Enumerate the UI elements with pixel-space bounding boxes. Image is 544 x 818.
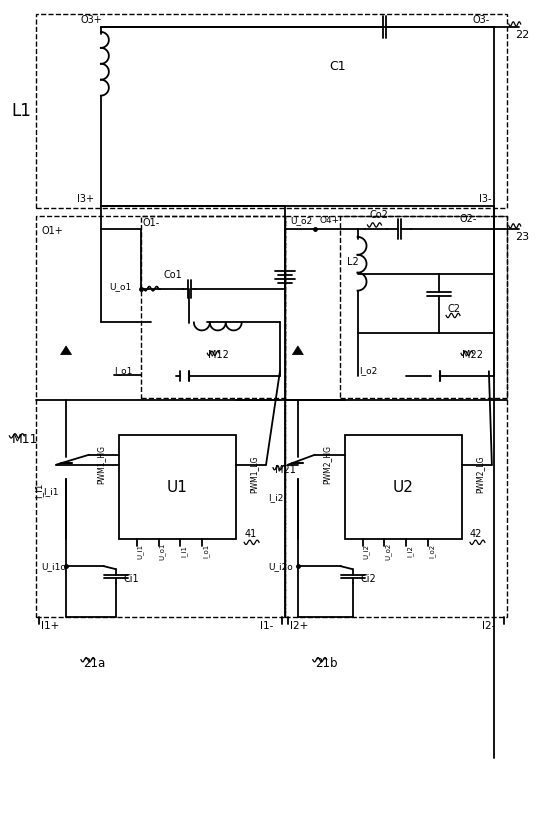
Text: U2: U2 xyxy=(393,479,414,495)
Text: U_o1: U_o1 xyxy=(159,542,165,560)
Text: I1+: I1+ xyxy=(41,621,59,631)
Text: M11: M11 xyxy=(11,434,38,447)
Text: M12: M12 xyxy=(208,350,229,360)
Polygon shape xyxy=(432,437,440,447)
Polygon shape xyxy=(182,437,189,447)
Text: Co1: Co1 xyxy=(164,270,182,280)
Text: M21: M21 xyxy=(275,465,296,474)
Text: U_o1: U_o1 xyxy=(109,282,131,291)
Text: I_o2: I_o2 xyxy=(428,544,435,559)
Text: U_i1: U_i1 xyxy=(137,544,144,559)
Text: I_i1: I_i1 xyxy=(35,482,44,497)
Text: I_i2: I_i2 xyxy=(406,546,413,557)
Text: I3+: I3+ xyxy=(77,194,94,204)
Text: I3-: I3- xyxy=(479,194,491,204)
Text: PWM1_LG: PWM1_LG xyxy=(250,456,258,493)
Text: O3+: O3+ xyxy=(81,15,103,25)
Text: U_i1o: U_i1o xyxy=(41,562,66,571)
Text: U_i2o: U_i2o xyxy=(268,562,293,571)
Text: 22: 22 xyxy=(515,30,529,40)
Text: Ci1: Ci1 xyxy=(124,574,139,584)
Bar xyxy=(345,435,462,539)
Text: I_o1: I_o1 xyxy=(202,544,209,559)
Text: U_o2: U_o2 xyxy=(290,217,312,226)
Text: 21a: 21a xyxy=(83,657,105,670)
Text: U_i2: U_i2 xyxy=(362,544,369,559)
Text: PWM1_HG: PWM1_HG xyxy=(96,445,106,484)
Text: 41: 41 xyxy=(244,529,256,539)
Text: O1-: O1- xyxy=(143,218,160,228)
Text: M22: M22 xyxy=(462,350,483,360)
Text: Co2: Co2 xyxy=(369,210,388,220)
Text: I1-: I1- xyxy=(260,621,274,631)
Text: U1: U1 xyxy=(167,479,188,495)
Text: I2-: I2- xyxy=(482,621,495,631)
Text: I_o1: I_o1 xyxy=(114,366,132,375)
Text: I_i2: I_i2 xyxy=(268,493,283,502)
Text: 21b: 21b xyxy=(315,657,337,670)
Text: L2: L2 xyxy=(347,257,358,267)
Text: O1+: O1+ xyxy=(41,226,63,236)
Polygon shape xyxy=(292,346,304,355)
Text: PWM2_HG: PWM2_HG xyxy=(322,445,331,484)
Text: O4+: O4+ xyxy=(320,217,340,226)
Text: Ci2: Ci2 xyxy=(361,574,376,584)
Text: 23: 23 xyxy=(515,231,529,242)
Text: C2: C2 xyxy=(447,303,460,313)
Text: I2+: I2+ xyxy=(290,621,308,631)
Bar xyxy=(119,435,236,539)
Text: O3-: O3- xyxy=(473,15,490,25)
Polygon shape xyxy=(60,346,71,355)
Text: C1: C1 xyxy=(330,61,347,74)
Text: O2-: O2- xyxy=(459,214,477,224)
Text: I_i1: I_i1 xyxy=(44,487,59,496)
Text: U_o2: U_o2 xyxy=(385,542,391,560)
Text: L1: L1 xyxy=(11,102,31,120)
Text: I_o2: I_o2 xyxy=(360,366,378,375)
Text: I_i1: I_i1 xyxy=(181,546,187,557)
Text: 42: 42 xyxy=(470,529,483,539)
Text: PWM2_LG: PWM2_LG xyxy=(475,456,485,493)
